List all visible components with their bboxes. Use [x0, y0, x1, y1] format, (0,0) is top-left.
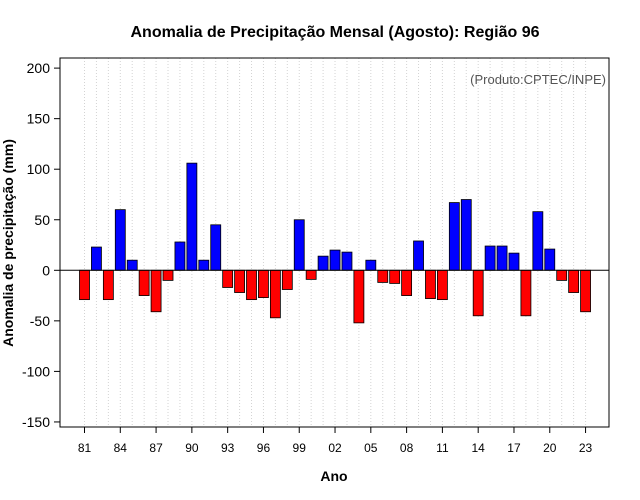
bar [317, 255, 329, 271]
x-tick-label: 93 [221, 441, 235, 455]
bar [580, 269, 591, 313]
y-tick-label: -50 [30, 313, 50, 329]
bar [365, 259, 377, 271]
x-tick-label: 90 [185, 441, 199, 455]
bar [353, 269, 365, 324]
bar [425, 269, 436, 300]
bar [198, 259, 210, 271]
bar [246, 269, 257, 301]
bar [293, 219, 305, 271]
y-axis-label: Anomalia de precipitação (mm) [0, 139, 16, 347]
x-tick-label: 81 [78, 441, 92, 455]
x-tick-label: 08 [400, 441, 414, 455]
bar [138, 269, 150, 296]
bar [269, 269, 281, 319]
bar [174, 241, 186, 271]
bar [532, 211, 544, 271]
x-tick-label: 99 [293, 441, 307, 455]
grid-lines [84, 58, 587, 427]
bar [114, 209, 126, 271]
bar [460, 199, 472, 271]
bar [436, 269, 448, 301]
chart-title: Anomalia de Precipitação Mensal (Agosto)… [131, 24, 540, 41]
y-tick-label: 100 [27, 161, 51, 177]
bar [472, 269, 484, 317]
bar [508, 252, 520, 271]
x-tick-label: 11 [436, 441, 449, 455]
y-tick-label: 50 [34, 212, 50, 228]
x-tick-label: 84 [114, 441, 128, 455]
bar [305, 269, 317, 280]
y-tick-label: -150 [22, 414, 50, 430]
x-tick-label: 87 [149, 441, 163, 455]
bar [520, 269, 532, 317]
y-tick-label: -100 [22, 363, 50, 379]
bar [544, 248, 556, 271]
bar [484, 245, 496, 271]
x-tick-label: 02 [328, 441, 342, 455]
bar [281, 269, 293, 290]
bar [150, 269, 162, 313]
bar [126, 259, 138, 271]
bar [556, 269, 568, 281]
y-tick-label: 0 [42, 262, 50, 278]
bar [401, 269, 413, 296]
bar [389, 269, 401, 284]
bar [162, 269, 174, 281]
chart-credit: (Produto:CPTEC/INPE) [470, 72, 606, 87]
y-tick-label: 200 [27, 60, 51, 76]
bar [341, 251, 353, 271]
bar [258, 269, 269, 298]
bar [377, 269, 389, 283]
plot-frame [59, 57, 610, 428]
bar [102, 269, 114, 301]
x-tick-label: 20 [543, 441, 557, 455]
y-tick-label: 150 [27, 111, 51, 127]
bar [222, 269, 234, 288]
bar [413, 240, 424, 271]
bar [234, 269, 245, 293]
x-tick-label: 14 [472, 441, 486, 455]
x-tick-label: 05 [364, 441, 378, 455]
bar [496, 245, 508, 271]
x-tick-label: 96 [257, 441, 271, 455]
bar [210, 224, 222, 271]
bar [186, 162, 198, 271]
x-axis-label: Ano [320, 468, 347, 484]
bar [329, 249, 341, 271]
x-tick-label: 17 [507, 441, 521, 455]
bar [79, 269, 90, 301]
x-tick-label: 23 [579, 441, 593, 455]
bar [568, 269, 580, 293]
bar [91, 246, 102, 271]
bar [448, 202, 460, 271]
